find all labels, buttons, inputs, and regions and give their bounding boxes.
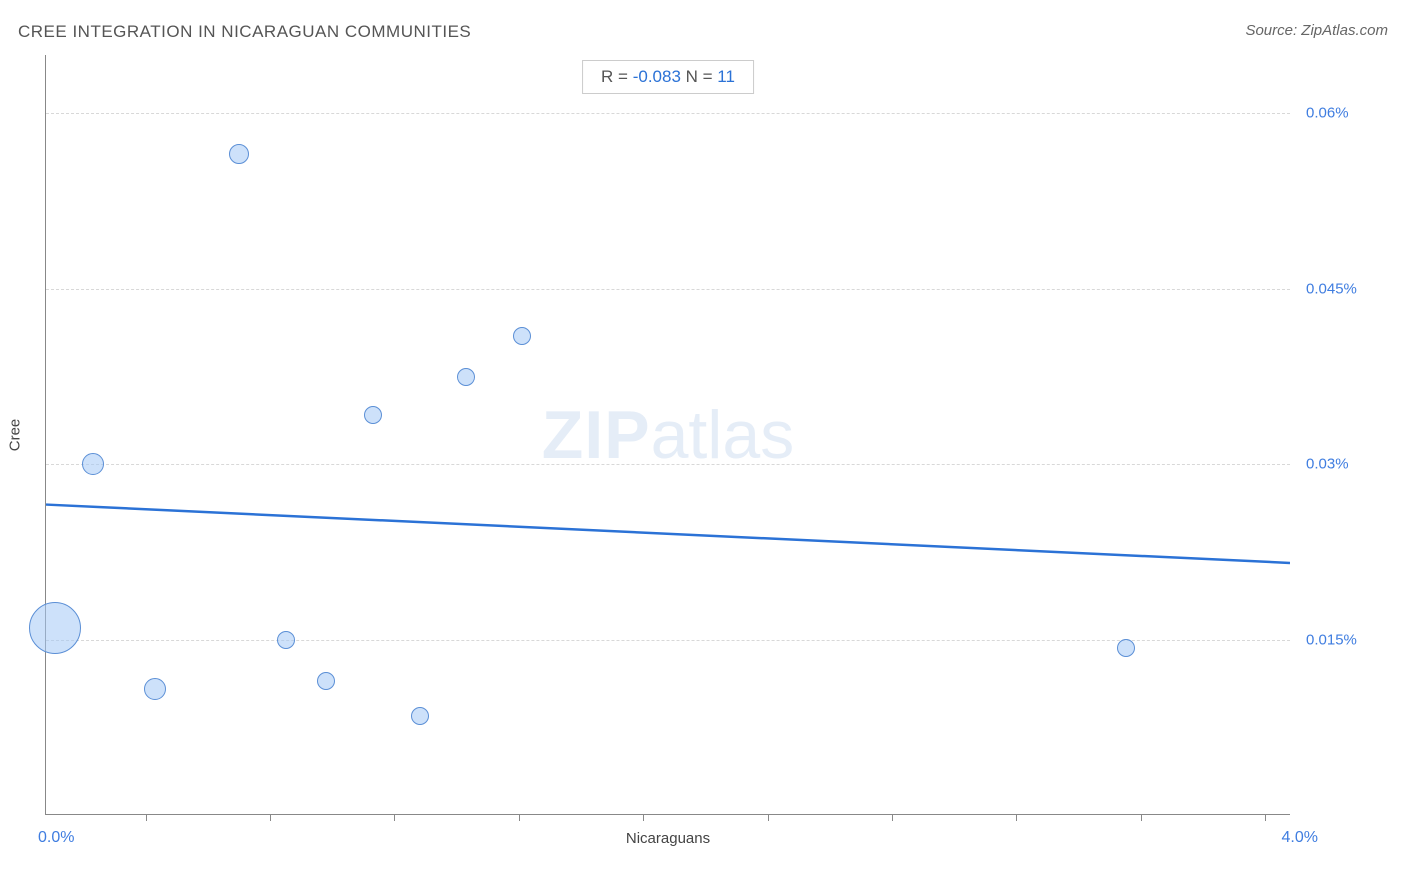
x-tick: [892, 814, 893, 821]
n-label: N =: [681, 67, 717, 86]
r-value: -0.083: [633, 67, 681, 86]
grid-line: [46, 464, 1290, 465]
grid-line: [46, 289, 1290, 290]
data-point[interactable]: [144, 678, 166, 700]
stats-box: R = -0.083 N = 11: [582, 60, 754, 94]
x-tick: [394, 814, 395, 821]
x-max-label: 4.0%: [1282, 829, 1318, 847]
y-tick-label: 0.015%: [1306, 631, 1357, 648]
y-tick-label: 0.045%: [1306, 280, 1357, 297]
chart-title: CREE INTEGRATION IN NICARAGUAN COMMUNITI…: [18, 22, 471, 42]
y-tick-label: 0.06%: [1306, 105, 1349, 122]
y-tick-label: 0.03%: [1306, 456, 1349, 473]
x-min-label: 0.0%: [38, 829, 74, 847]
trend-line: [46, 55, 1290, 814]
watermark-atlas: atlas: [651, 397, 795, 473]
x-tick: [519, 814, 520, 821]
data-point[interactable]: [513, 327, 531, 345]
data-point[interactable]: [29, 602, 81, 654]
data-point[interactable]: [364, 406, 382, 424]
x-tick: [768, 814, 769, 821]
x-tick: [270, 814, 271, 821]
plot-area: ZIPatlas 0.015%0.03%0.045%0.06% R = -0.0…: [45, 55, 1290, 815]
x-tick: [146, 814, 147, 821]
x-axis-title: Nicaraguans: [626, 830, 710, 847]
x-tick: [1265, 814, 1266, 821]
n-value: 11: [717, 67, 735, 86]
x-tick: [1016, 814, 1017, 821]
source-attribution: Source: ZipAtlas.com: [1245, 22, 1388, 39]
data-point[interactable]: [457, 368, 475, 386]
r-label: R =: [601, 67, 633, 86]
data-point[interactable]: [411, 707, 429, 725]
watermark-zip: ZIP: [542, 397, 651, 473]
data-point[interactable]: [277, 631, 295, 649]
watermark: ZIPatlas: [542, 396, 794, 474]
data-point[interactable]: [317, 672, 335, 690]
data-point[interactable]: [82, 453, 104, 475]
chart-container: CREE INTEGRATION IN NICARAGUAN COMMUNITI…: [0, 0, 1406, 892]
y-axis-title: Cree: [7, 418, 24, 451]
grid-line: [46, 640, 1290, 641]
x-tick: [1141, 814, 1142, 821]
data-point[interactable]: [1117, 639, 1135, 657]
grid-line: [46, 113, 1290, 114]
data-point[interactable]: [229, 144, 249, 164]
x-tick: [643, 814, 644, 821]
